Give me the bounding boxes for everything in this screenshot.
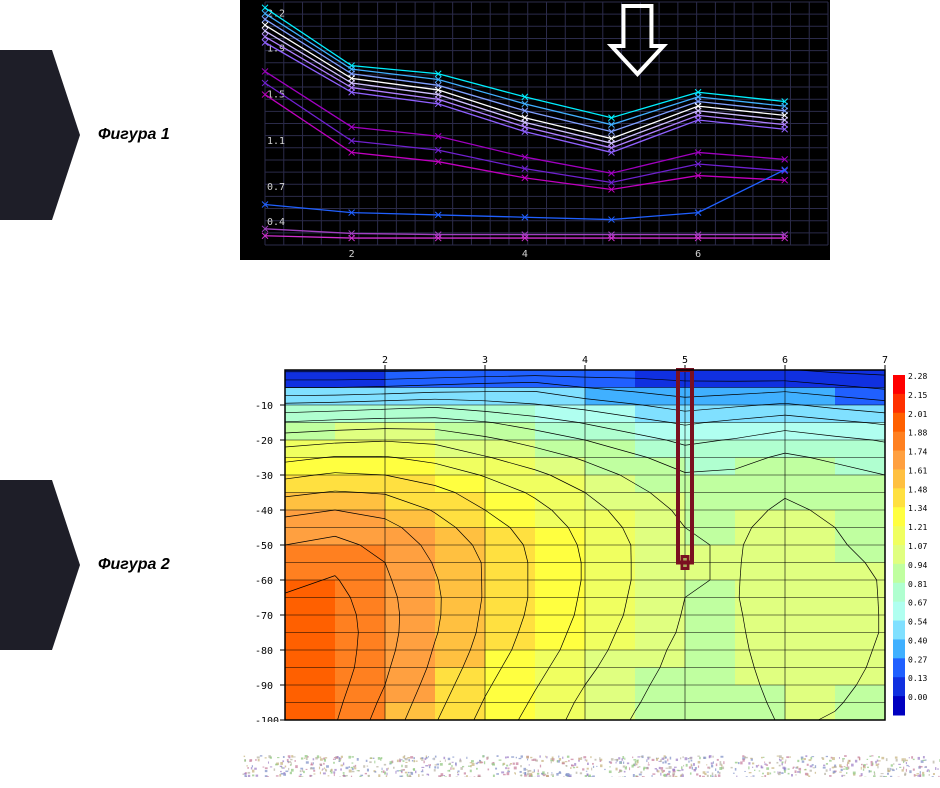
svg-text:1.21: 1.21 <box>908 523 927 532</box>
figure2-label: Фигура 2 <box>98 556 170 574</box>
svg-text:-50: -50 <box>255 541 273 552</box>
svg-text:6: 6 <box>695 249 701 260</box>
svg-text:-100: -100 <box>255 716 279 722</box>
svg-text:0.94: 0.94 <box>908 561 927 570</box>
svg-text:4: 4 <box>582 355 588 366</box>
svg-text:1.88: 1.88 <box>908 429 927 438</box>
svg-text:2.15: 2.15 <box>908 391 927 400</box>
svg-text:-80: -80 <box>255 646 273 657</box>
svg-text:1.34: 1.34 <box>908 504 927 513</box>
svg-text:-40: -40 <box>255 506 273 517</box>
svg-text:-90: -90 <box>255 681 273 692</box>
svg-text:0.7: 0.7 <box>267 182 285 193</box>
svg-text:1.07: 1.07 <box>908 542 927 551</box>
svg-text:2: 2 <box>349 249 355 260</box>
svg-text:6: 6 <box>782 355 788 366</box>
svg-text:-10: -10 <box>255 401 273 412</box>
figure1-label: Фигура 1 <box>98 126 170 144</box>
svg-text:5: 5 <box>682 355 688 366</box>
svg-text:1.61: 1.61 <box>908 466 927 475</box>
svg-text:0.54: 0.54 <box>908 618 927 627</box>
svg-text:-70: -70 <box>255 611 273 622</box>
svg-text:0.00: 0.00 <box>908 693 927 702</box>
svg-text:3: 3 <box>482 355 488 366</box>
svg-text:0.4: 0.4 <box>267 217 285 228</box>
svg-text:2: 2 <box>382 355 388 366</box>
svg-text:1.74: 1.74 <box>908 448 927 457</box>
svg-text:2.01: 2.01 <box>908 410 927 419</box>
svg-text:0.27: 0.27 <box>908 655 927 664</box>
noise-strip <box>240 755 940 777</box>
svg-text:1.1: 1.1 <box>267 136 285 147</box>
svg-text:-20: -20 <box>255 436 273 447</box>
figure2-label-block: Фигура 2 <box>0 480 170 650</box>
svg-text:0.81: 0.81 <box>908 580 927 589</box>
svg-text:4: 4 <box>522 249 528 260</box>
svg-text:2.28: 2.28 <box>908 372 927 381</box>
svg-text:7: 7 <box>882 355 888 366</box>
arrow-shape-2 <box>0 480 80 650</box>
svg-text:0.40: 0.40 <box>908 636 927 645</box>
svg-text:0.13: 0.13 <box>908 674 927 683</box>
line-chart-svg: 0.40.71.11.51.92.2246 <box>240 0 830 260</box>
svg-text:-60: -60 <box>255 576 273 587</box>
svg-text:0.67: 0.67 <box>908 599 927 608</box>
contour-chart-svg: 2 3 4 5 6 7 -10 -20 -30 -40 -50 -60 -70 -80 -90 -100 2.… <box>240 352 940 722</box>
line-chart: 0.40.71.11.51.92.2246 <box>240 0 830 260</box>
arrow-shape-1 <box>0 50 80 220</box>
figure1-label-block: Фигура 1 <box>0 50 170 220</box>
contour-chart: 2 3 4 5 6 7 -10 -20 -30 -40 -50 -60 -70 -80 -90 -100 2.… <box>240 352 940 722</box>
svg-text:-30: -30 <box>255 471 273 482</box>
svg-text:1.48: 1.48 <box>908 485 927 494</box>
